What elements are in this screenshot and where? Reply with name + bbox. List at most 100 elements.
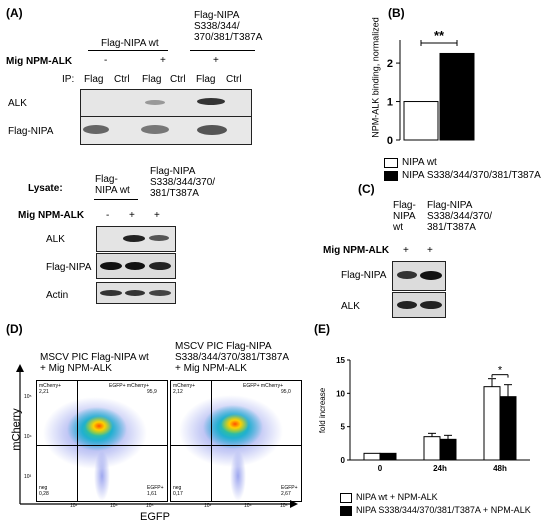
chart-b-ytick-label-0: 0 bbox=[387, 135, 393, 147]
lysate-group1-title: Flag- NIPA wt bbox=[95, 174, 130, 196]
d-tick-y-b: 10⁴ bbox=[24, 434, 32, 440]
lysate-group2-line1: Flag-NIPA bbox=[150, 166, 196, 177]
d-tick-x1-b: 10⁴ bbox=[110, 503, 118, 509]
ip-group2-line2: S338/344/ bbox=[194, 21, 240, 32]
d-title-1: MSCV PIC Flag-NIPA wt + Mig NPM-ALK bbox=[40, 352, 149, 374]
chart-b-ytick-label-2: 2 bbox=[387, 58, 393, 70]
d-title-1-line1: MSCV PIC Flag-NIPA wt bbox=[40, 352, 149, 363]
chart-e-bar-s0-2 bbox=[483, 386, 501, 461]
panel-label-e: (E) bbox=[314, 322, 330, 336]
flow-plot-1-q-tr-val: 95,9 bbox=[147, 389, 157, 395]
lysate-row-alk-label: ALK bbox=[46, 234, 65, 245]
chart-e: 0 5 10 15 0 24h 48h * bbox=[336, 356, 530, 473]
ip-blot-alk bbox=[80, 89, 252, 117]
lysate-mig-label: Mig NPM-ALK bbox=[18, 210, 85, 221]
lysate-group1-line2: NIPA wt bbox=[95, 185, 130, 196]
lysate-blot-alk bbox=[96, 226, 176, 252]
c-mig-label: Mig NPM-ALK bbox=[323, 245, 390, 256]
ip-row-flag-nipa-label: Flag-NIPA bbox=[8, 126, 54, 137]
flow-plot-2: mCherry+ 2,12 EGFP+ mCherry+ 95,0 neg 0,… bbox=[170, 380, 302, 502]
ip-blot-flag-nipa bbox=[80, 116, 252, 145]
c-row-alk-label: ALK bbox=[341, 301, 360, 312]
ip-group2-line1: Flag-NIPA bbox=[194, 10, 240, 21]
chart-b: 0 1 2 ** bbox=[387, 28, 475, 147]
chart-b-legend-swatch-1 bbox=[384, 158, 398, 168]
flow-plot-1-q-tl-name: mCherry+ bbox=[39, 383, 62, 389]
ip-label: IP: bbox=[62, 74, 75, 85]
lysate-mig-value-1: - bbox=[106, 210, 110, 221]
c-blot-flag-nipa bbox=[392, 261, 446, 291]
panel-label-d: (D) bbox=[6, 322, 23, 336]
ip-row-alk-label: ALK bbox=[8, 98, 27, 109]
chart-e-ylabel: fold increase bbox=[318, 387, 328, 434]
c-group1-line1: Flag- bbox=[393, 200, 416, 211]
d-tick-x1-a: 10³ bbox=[70, 503, 78, 509]
flow-plot-2-q-br-val: 2,67 bbox=[281, 491, 291, 497]
chart-e-sig-label: * bbox=[498, 365, 503, 377]
chart-b-legend-swatch-2 bbox=[384, 171, 398, 181]
c-group2-line1: Flag-NIPA bbox=[427, 200, 473, 211]
d-title-2-line3: + Mig NPM-ALK bbox=[175, 363, 247, 374]
flow-plot-2-q-tl-val: 2,12 bbox=[173, 389, 183, 395]
d-tick-y-c: 10³ bbox=[24, 474, 32, 480]
chart-e-ytick-label-1: 5 bbox=[341, 423, 346, 432]
flow-plot-2-q-bl-name: neg bbox=[173, 485, 182, 491]
ip-lane-6: Ctrl bbox=[226, 74, 242, 85]
c-group1-line3: wt bbox=[393, 222, 403, 233]
lysate-group2-title: Flag-NIPA S338/344/370/ 381/T387A bbox=[150, 166, 215, 199]
ip-mig-label: Mig NPM-ALK bbox=[6, 56, 73, 67]
d-tick-x1-c: 10⁵ bbox=[146, 503, 154, 509]
lysate-mig-value-2: + bbox=[129, 210, 135, 221]
c-mig-value-1: + bbox=[403, 245, 409, 256]
d-title-2: MSCV PIC Flag-NIPA S338/344/370/381/T387… bbox=[175, 341, 289, 374]
ip-group2-line3: 370/381/T387A bbox=[194, 32, 263, 43]
d-xlabel: EGFP bbox=[140, 511, 170, 523]
flow-plot-2-hgate bbox=[171, 445, 301, 446]
panel-label-a: (A) bbox=[6, 6, 23, 20]
flow-plot-1-q-tr-name: EGFP+ mCherry+ bbox=[109, 383, 150, 389]
lysate-label: Lysate: bbox=[28, 183, 63, 194]
ip-group1-title: Flag-NIPA wt bbox=[101, 38, 159, 49]
chart-e-xtick-label-1: 24h bbox=[433, 464, 447, 473]
ip-mig-value-1: - bbox=[104, 55, 108, 66]
c-group1-line2: NIPA bbox=[393, 211, 416, 222]
flow-plot-1-vgate bbox=[77, 381, 78, 501]
ip-group1-underline bbox=[88, 50, 168, 51]
flow-plot-2-q-tr-val: 95,0 bbox=[281, 389, 291, 395]
chart-e-bar-s1-1 bbox=[439, 438, 457, 461]
lysate-group2-line2: S338/344/370/ bbox=[150, 177, 216, 188]
chart-e-ytick-label-0: 0 bbox=[341, 456, 346, 465]
c-row-flag-nipa-label: Flag-NIPA bbox=[341, 270, 387, 281]
ip-lane-3: Flag bbox=[142, 74, 162, 85]
panel-label-c: (C) bbox=[358, 182, 375, 196]
d-title-2-line2: S338/344/370/381/T387A bbox=[175, 352, 289, 363]
chart-e-bar-s0-1 bbox=[423, 436, 441, 461]
chart-e-legend-label-1: NIPA wt + NPM-ALK bbox=[356, 492, 438, 502]
flow-plot-1-q-bl-name: neg bbox=[39, 485, 48, 491]
d-tick-x2-c: 10⁵ bbox=[280, 503, 288, 509]
lysate-group1-line1: Flag- bbox=[95, 174, 118, 185]
lysate-row-actin-label: Actin bbox=[46, 290, 69, 301]
flow-plot-1-density bbox=[37, 381, 167, 501]
c-group2-line3: 381/T387A bbox=[427, 222, 476, 233]
d-title-1-line2: + Mig NPM-ALK bbox=[40, 363, 112, 374]
ip-mig-value-3: + bbox=[213, 55, 219, 66]
chart-b-ytick-label-1: 1 bbox=[387, 97, 393, 109]
chart-e-bar-s0-0 bbox=[363, 452, 381, 461]
c-blot-alk bbox=[392, 292, 446, 318]
ip-lane-4: Ctrl bbox=[170, 74, 186, 85]
chart-e-legend-swatch-2 bbox=[340, 506, 352, 516]
lysate-blot-actin bbox=[96, 282, 176, 304]
d-tick-y-a: 10⁵ bbox=[24, 394, 32, 400]
lysate-group1-underline bbox=[94, 199, 138, 200]
flow-plot-2-q-bl-val: 0,17 bbox=[173, 491, 183, 497]
chart-b-legend-label-1: NIPA wt bbox=[402, 157, 437, 168]
flow-plot-2-q-tl-name: mCherry+ bbox=[173, 383, 196, 389]
chart-e-xtick-label-0: 0 bbox=[378, 464, 383, 473]
flow-plot-1-q-bl-val: 0,28 bbox=[39, 491, 49, 497]
flow-plot-1-q-br-val: 1,61 bbox=[147, 491, 157, 497]
lysate-row-flag-nipa-label: Flag-NIPA bbox=[46, 262, 92, 273]
lysate-mig-value-3: + bbox=[154, 210, 160, 221]
chart-b-legend-label-2: NIPA S338/344/370/381/T387A bbox=[402, 170, 541, 181]
